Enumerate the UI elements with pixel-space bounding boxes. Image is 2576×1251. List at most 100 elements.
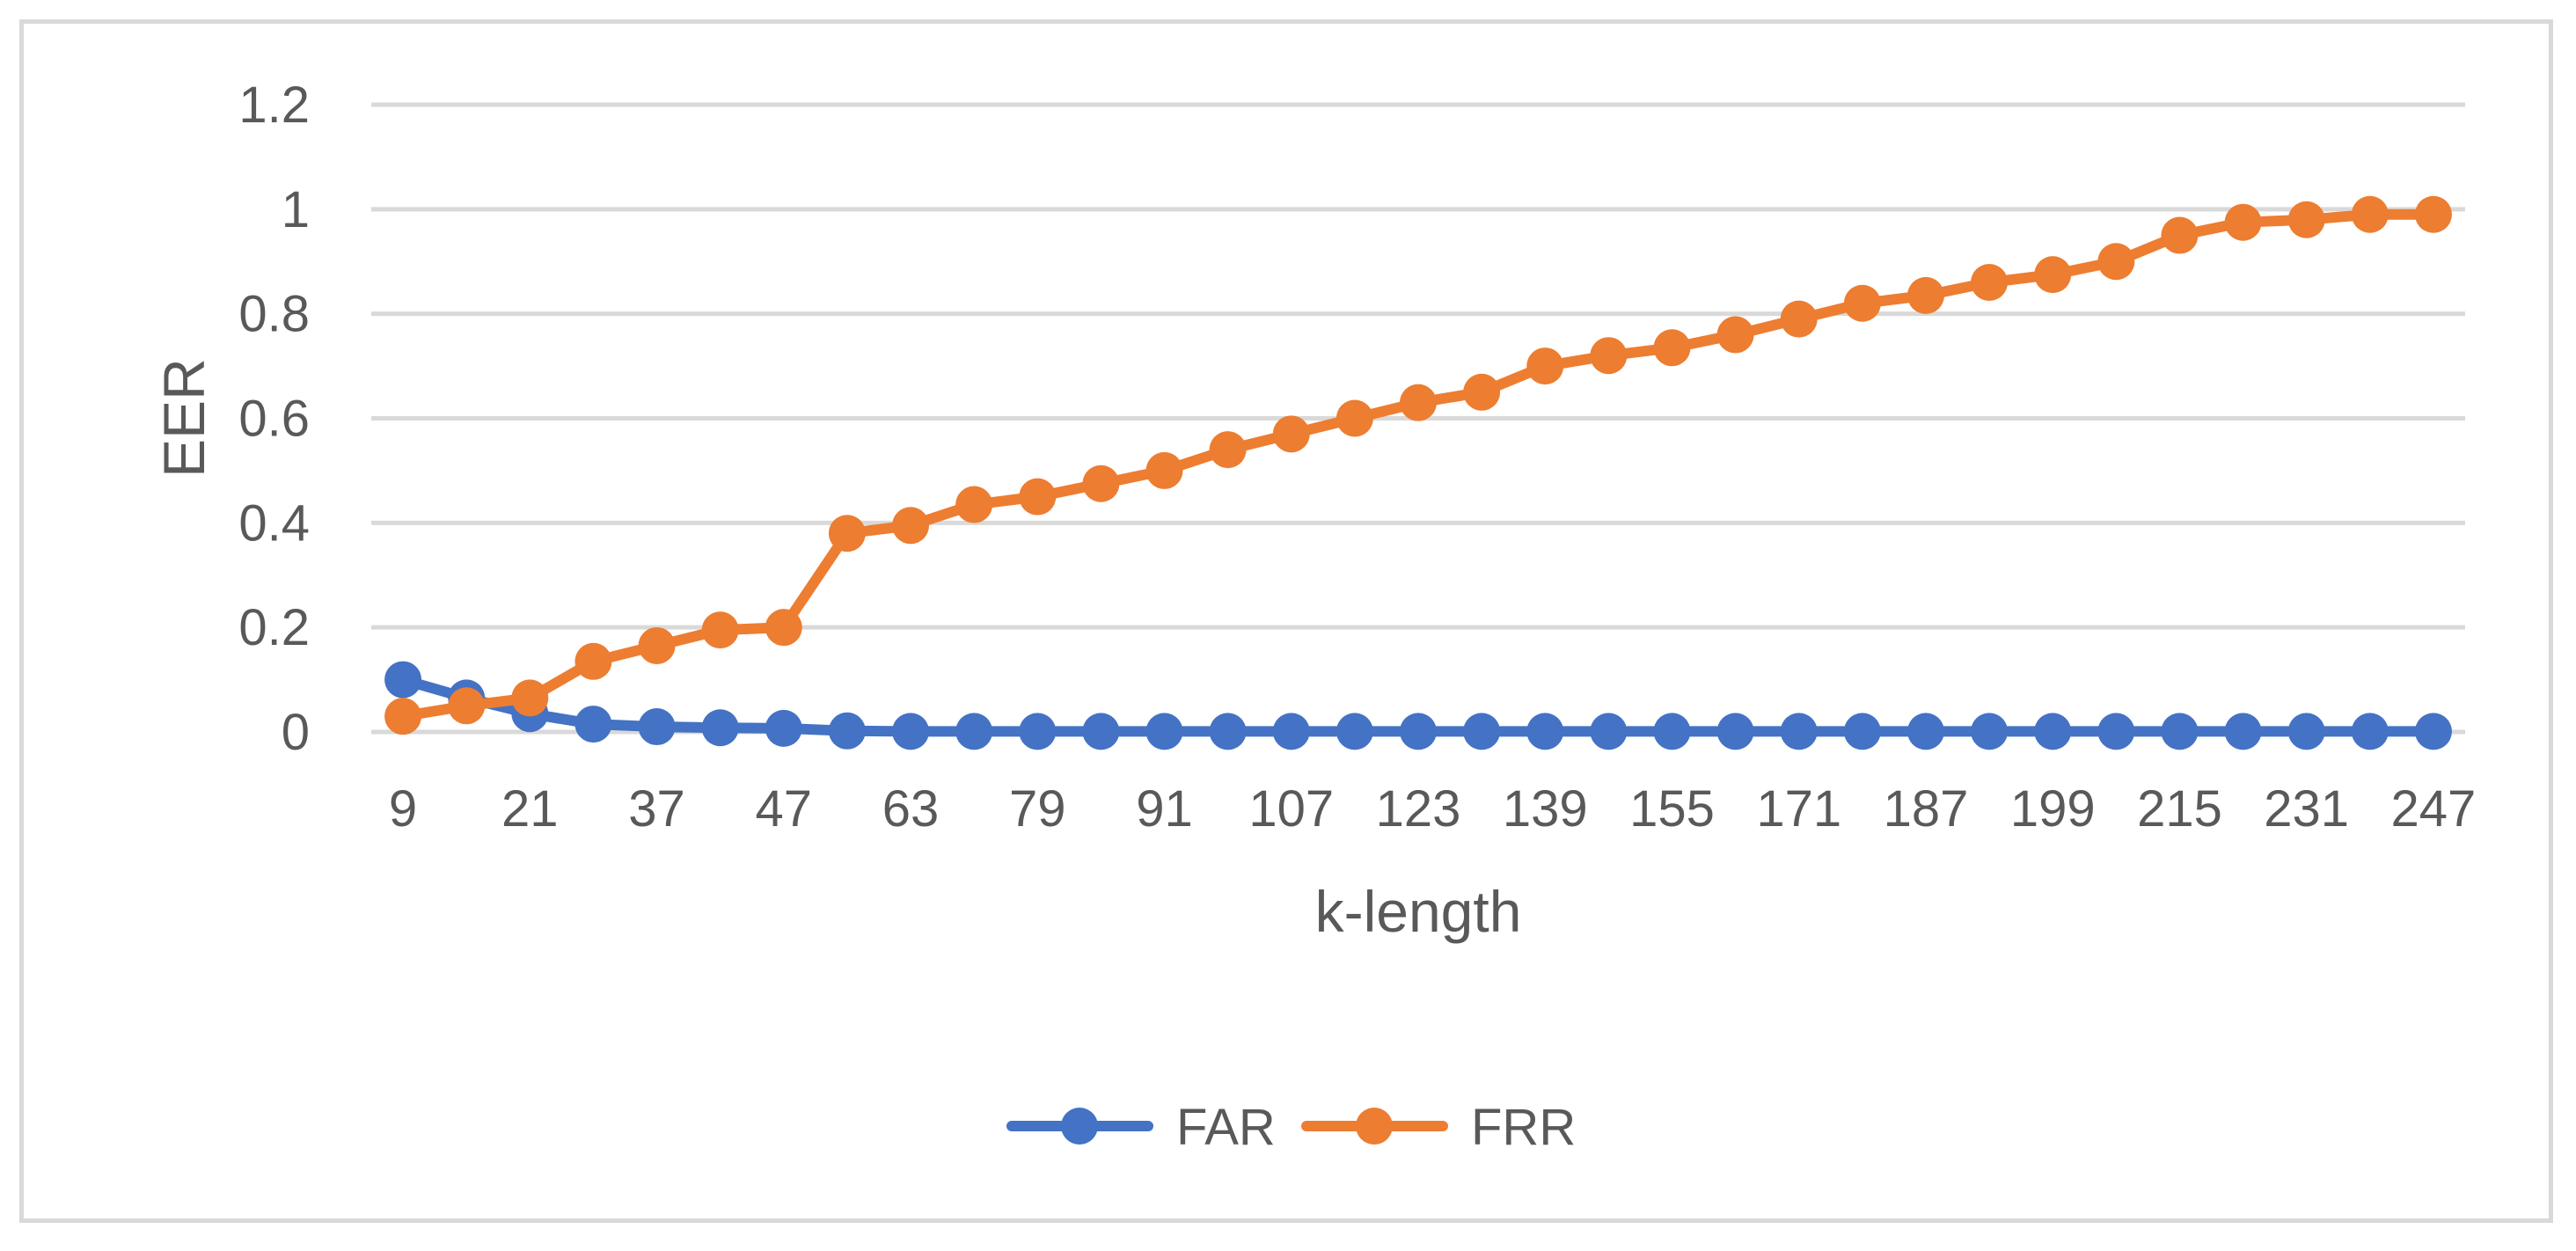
data-point-frr	[2097, 243, 2135, 281]
x-tick-label: 215	[2137, 780, 2222, 838]
data-point-frr	[448, 687, 486, 725]
data-point-frr	[384, 698, 422, 735]
data-point-frr	[574, 642, 612, 680]
data-point-frr	[1209, 431, 1247, 469]
data-point-frr	[2351, 195, 2389, 233]
data-point-far	[1209, 713, 1247, 750]
data-point-frr	[2161, 216, 2199, 254]
data-point-frr	[701, 611, 739, 649]
data-point-far	[384, 661, 422, 699]
data-point-frr	[2034, 256, 2072, 294]
data-point-far	[1400, 713, 1437, 750]
x-tick-label: 187	[1884, 780, 1969, 838]
data-point-frr	[955, 486, 993, 523]
x-tick-label: 123	[1376, 780, 1461, 838]
y-axis-tick-labels: 0 0.2 0.4 0.6 0.8 1 1.2	[238, 77, 310, 761]
series-frr	[384, 195, 2452, 735]
y-axis-title: EER	[151, 358, 216, 478]
series-far	[384, 661, 2452, 750]
data-point-frr	[1272, 415, 1310, 453]
data-point-far	[1336, 713, 1373, 750]
data-point-frr	[1780, 300, 1818, 338]
data-point-far	[1145, 713, 1183, 750]
y-tick-label: 0.4	[238, 494, 310, 552]
data-point-far	[1780, 713, 1818, 750]
data-point-frr	[1590, 337, 1628, 375]
y-tick-label: 1.2	[238, 77, 310, 134]
data-point-far	[1971, 713, 2009, 750]
x-tick-label: 37	[628, 780, 685, 838]
y-tick-label: 0	[282, 704, 310, 761]
data-point-far	[1716, 713, 1754, 750]
data-point-far	[1272, 713, 1310, 750]
chart-frame: 0 0.2 0.4 0.6 0.8 1 1.2 9 21 37 47 63 79 91 107 123 139…	[19, 19, 2553, 1223]
data-point-frr	[1971, 264, 2009, 302]
data-point-far	[638, 708, 676, 746]
data-point-frr	[2224, 203, 2262, 241]
data-point-far	[1082, 713, 1120, 750]
data-point-far	[1463, 713, 1501, 750]
x-tick-label: 171	[1756, 780, 1841, 838]
x-tick-label: 21	[501, 780, 559, 838]
x-axis-title: k-length	[1315, 879, 1522, 944]
data-point-far	[765, 709, 802, 747]
data-point-frr	[1526, 348, 1564, 385]
data-point-frr	[1716, 316, 1754, 354]
data-point-frr	[2287, 201, 2325, 238]
data-point-frr	[638, 626, 676, 664]
x-tick-label: 9	[389, 780, 417, 838]
x-axis-tick-labels: 9 21 37 47 63 79 91 107 123 139 155 171 187 199 215 231…	[389, 780, 2476, 838]
data-point-far	[1019, 713, 1057, 750]
series-layer	[384, 195, 2452, 750]
data-point-frr	[1336, 399, 1373, 437]
data-point-frr	[1019, 478, 1057, 516]
data-point-far	[1906, 713, 1944, 750]
x-tick-label: 63	[882, 780, 940, 838]
data-point-frr	[1145, 451, 1183, 489]
data-point-far	[574, 706, 612, 743]
data-point-far	[892, 713, 930, 750]
data-point-far	[2034, 713, 2072, 750]
data-point-far	[1653, 713, 1691, 750]
data-point-frr	[511, 679, 549, 717]
x-tick-label: 155	[1629, 780, 1715, 838]
data-point-far	[2097, 713, 2135, 750]
data-point-frr	[892, 507, 930, 545]
data-point-far	[1590, 713, 1628, 750]
x-tick-label: 91	[1136, 780, 1193, 838]
data-point-far	[828, 712, 866, 750]
x-tick-label: 247	[2391, 780, 2477, 838]
data-point-far	[2224, 713, 2262, 750]
x-tick-label: 199	[2010, 780, 2096, 838]
x-tick-label: 231	[2264, 780, 2349, 838]
x-tick-label: 47	[756, 780, 813, 838]
data-point-frr	[1463, 373, 1501, 411]
data-point-frr	[1400, 384, 1437, 421]
x-tick-label: 139	[1503, 780, 1588, 838]
data-point-frr	[1082, 465, 1120, 502]
y-tick-label: 0.6	[238, 391, 310, 448]
data-point-far	[2351, 713, 2389, 750]
y-tick-label: 0.2	[238, 599, 310, 656]
data-point-frr	[1906, 276, 1944, 314]
legend-item-far: FAR	[1006, 1099, 1276, 1156]
data-point-far	[2161, 713, 2199, 750]
data-point-far	[1843, 713, 1881, 750]
legend-label-far: FAR	[1176, 1099, 1276, 1156]
data-point-far	[1526, 713, 1564, 750]
data-point-frr	[1843, 284, 1881, 322]
data-point-frr	[2414, 195, 2452, 233]
data-point-far	[701, 709, 739, 747]
y-tick-label: 1	[282, 181, 310, 238]
x-tick-label: 79	[1009, 780, 1066, 838]
legend-marker-far	[1061, 1108, 1098, 1145]
data-point-frr	[1653, 329, 1691, 367]
legend-label-frr: FRR	[1471, 1099, 1576, 1156]
data-point-far	[2414, 713, 2452, 750]
y-tick-label: 0.8	[238, 286, 310, 343]
legend-marker-frr	[1356, 1108, 1393, 1145]
legend: FAR FRR	[1006, 1099, 1576, 1156]
line-chart: 0 0.2 0.4 0.6 0.8 1 1.2 9 21 37 47 63 79 91 107 123 139…	[151, 77, 2476, 1156]
legend-item-frr: FRR	[1301, 1099, 1576, 1156]
data-point-far	[955, 713, 993, 750]
